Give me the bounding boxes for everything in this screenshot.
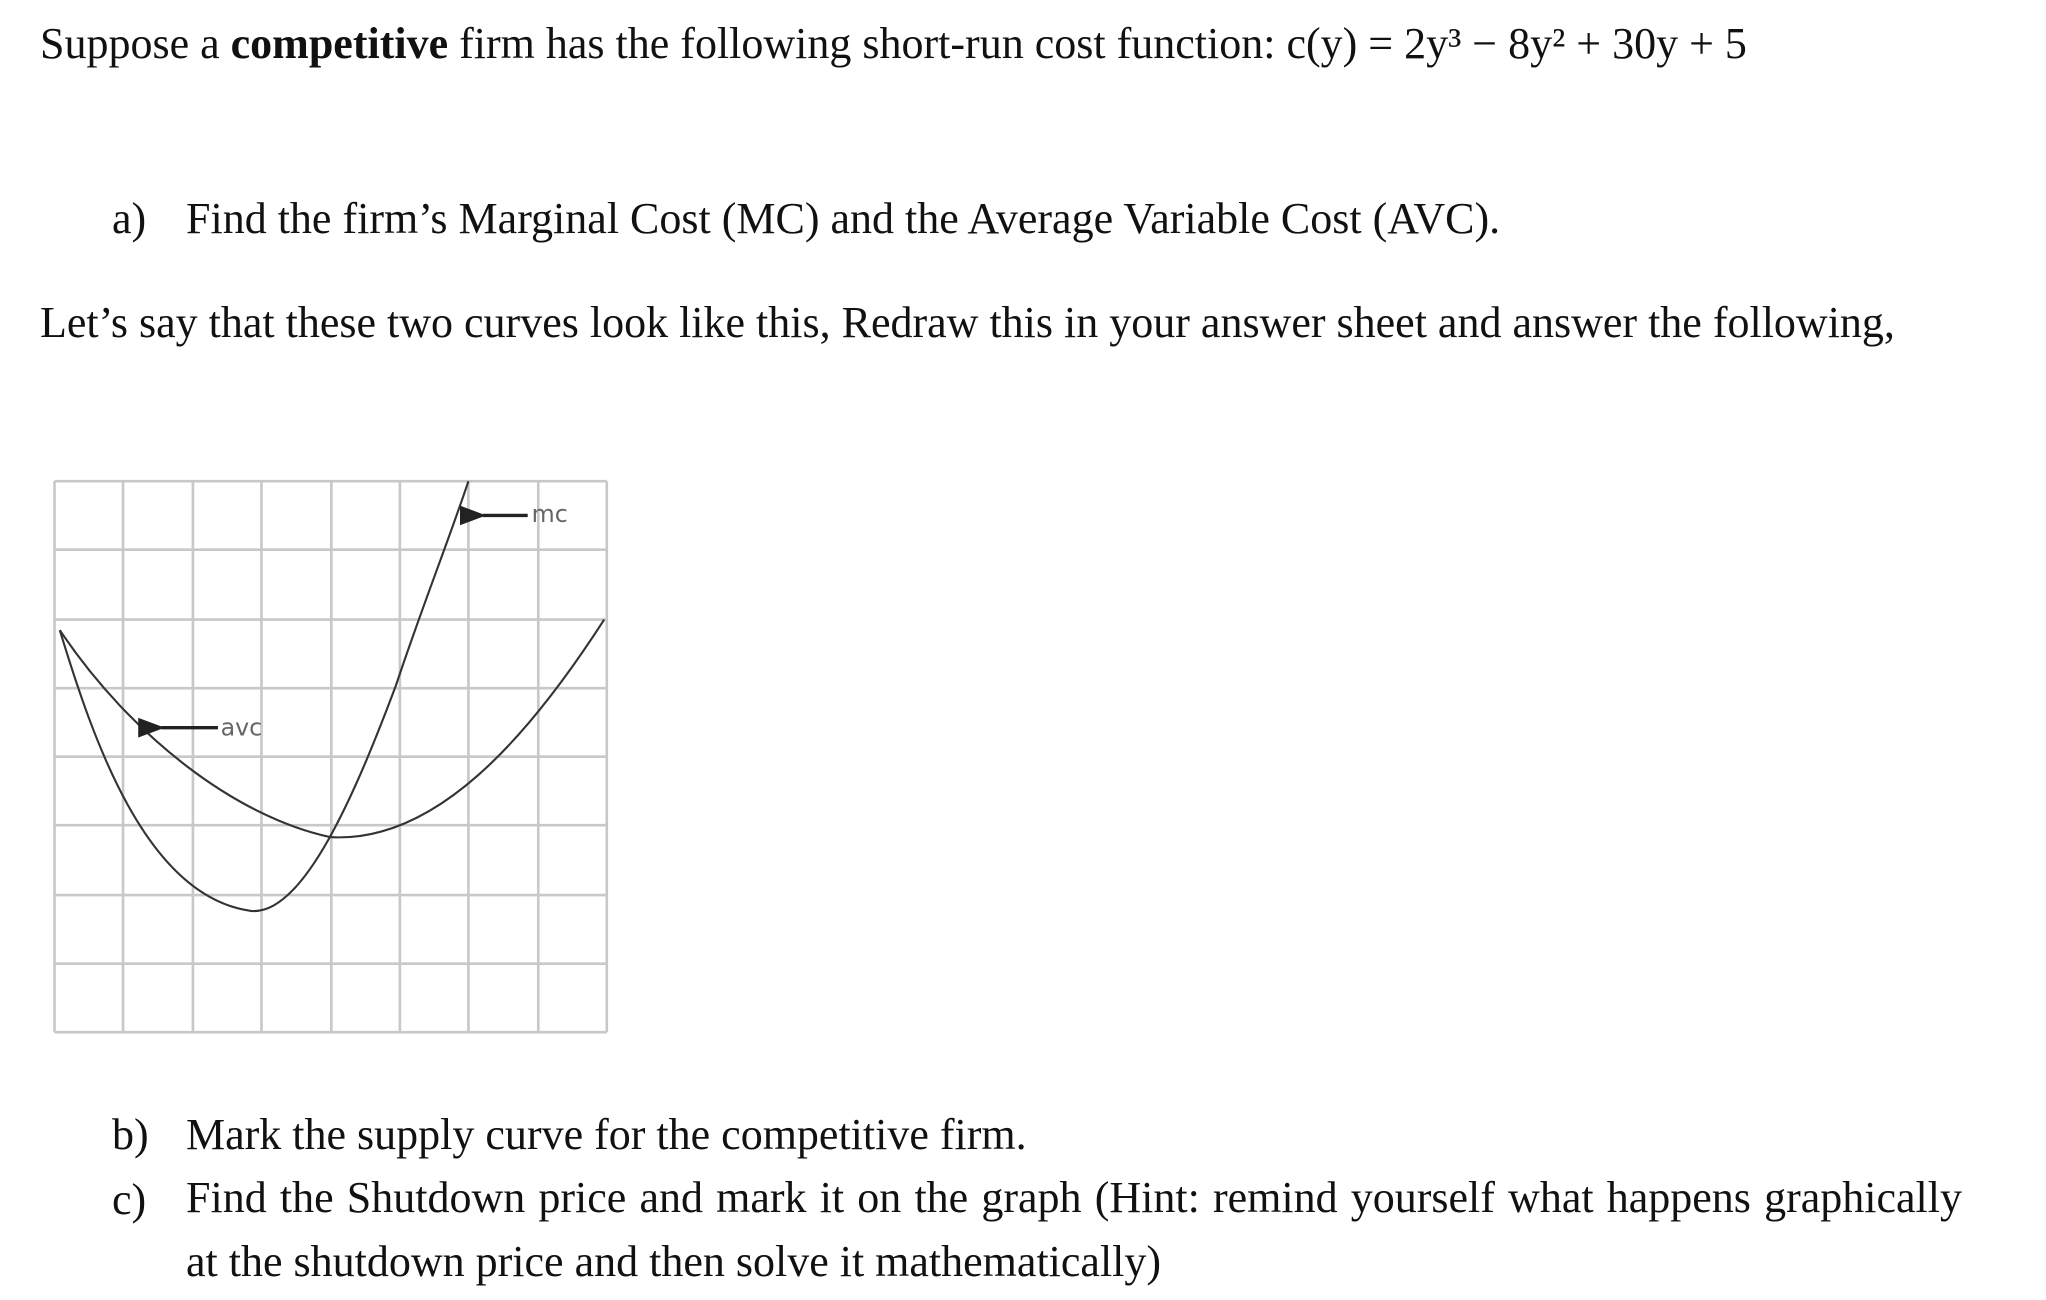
grid bbox=[53, 479, 609, 1034]
intro-text: Suppose a bbox=[40, 19, 220, 68]
transition: Let’s say that these two curves look lik… bbox=[40, 298, 1895, 347]
question-text: Mark the supply curve for the competitiv… bbox=[186, 1110, 1027, 1159]
mc-curve bbox=[58, 480, 470, 912]
question-label: b) bbox=[112, 1110, 149, 1159]
intro-text: firm has the following short-run cost fu… bbox=[459, 19, 1276, 68]
intro: Suppose a competitive firm has the follo… bbox=[40, 10, 1962, 77]
figure: mc avc bbox=[53, 479, 609, 1034]
question-text: Find the firm’s Marginal Cost (MC) and t… bbox=[186, 194, 1501, 243]
mc-label: mc bbox=[532, 500, 568, 528]
avc-label: avc bbox=[221, 714, 263, 742]
intro-bold: competitive bbox=[230, 19, 449, 68]
formula: c(y) = 2y³ − 8y² + 30y + 5 bbox=[1286, 19, 1747, 68]
question-text: Find the Shutdown price and mark it on t… bbox=[186, 1173, 1962, 1286]
question-label: c) bbox=[112, 1175, 147, 1224]
question-label: a) bbox=[112, 194, 147, 243]
